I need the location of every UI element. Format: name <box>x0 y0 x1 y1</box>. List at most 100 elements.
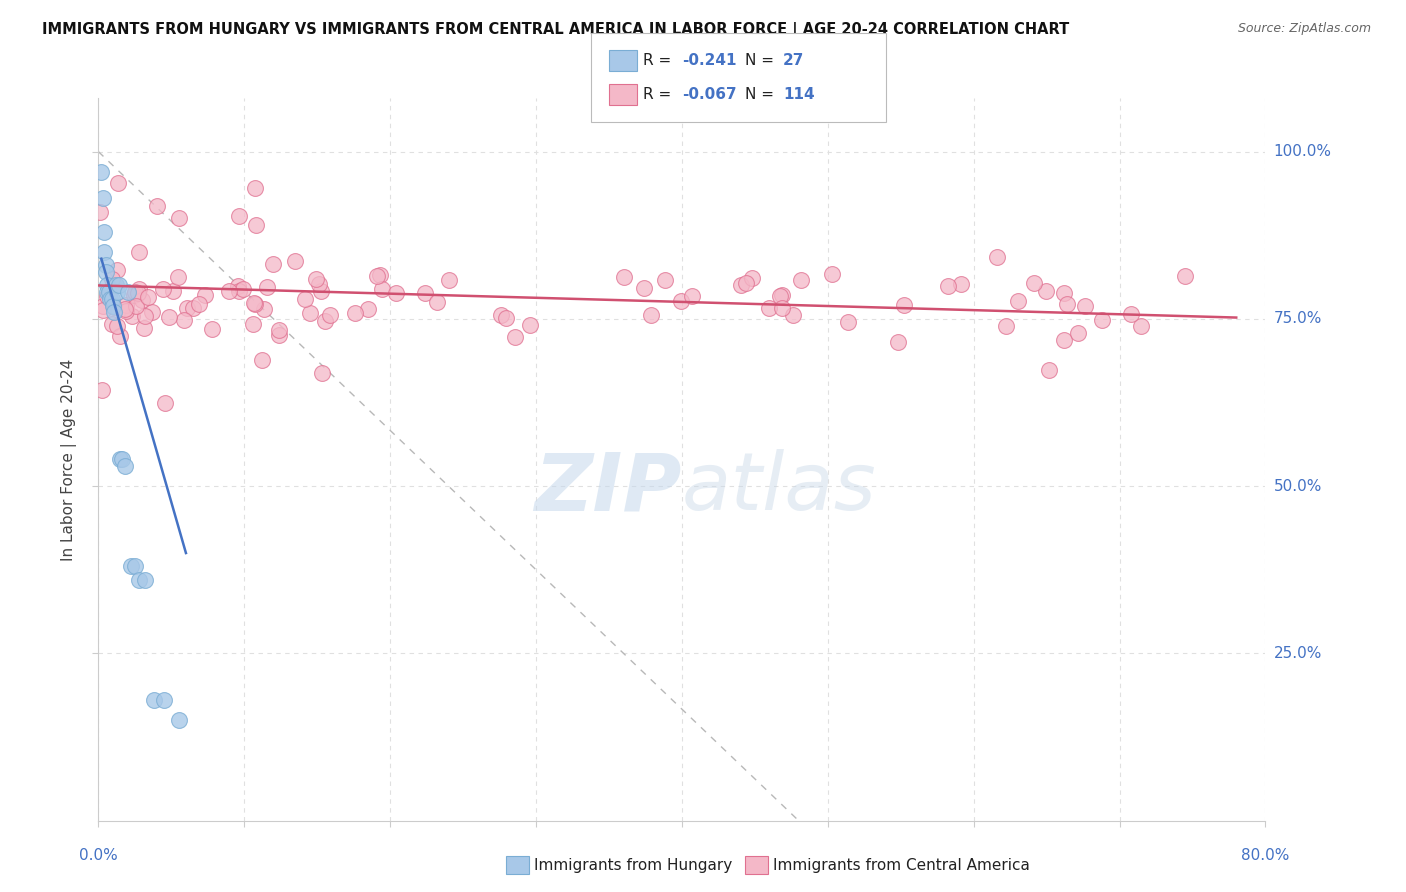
Text: 50.0%: 50.0% <box>1274 479 1322 493</box>
Point <box>242 295 264 310</box>
Point <box>128 282 150 296</box>
Point <box>995 318 1018 333</box>
Text: R =: R = <box>643 54 676 68</box>
Point <box>357 302 380 317</box>
Point <box>1129 319 1152 334</box>
Point <box>1174 268 1197 283</box>
Point <box>790 273 813 287</box>
Point <box>153 396 176 410</box>
Point <box>1074 299 1097 313</box>
Point <box>1091 313 1114 327</box>
Point <box>93 225 115 239</box>
Point <box>770 288 793 302</box>
Point <box>309 284 332 298</box>
Point <box>157 310 180 325</box>
Point <box>94 259 117 273</box>
Point <box>343 306 366 320</box>
Point <box>299 306 322 320</box>
Point <box>131 293 153 308</box>
Point <box>162 285 184 299</box>
Text: R =: R = <box>643 87 676 102</box>
Point <box>633 280 655 294</box>
Point <box>837 315 859 329</box>
Text: N =: N = <box>745 54 779 68</box>
Point <box>101 317 124 331</box>
Point <box>1035 284 1057 298</box>
Point <box>167 714 190 728</box>
Point <box>128 573 150 587</box>
Point <box>269 323 291 337</box>
Point <box>308 277 330 291</box>
Point <box>104 278 127 293</box>
Point <box>141 305 163 319</box>
Point <box>121 309 143 323</box>
Point <box>97 285 120 300</box>
Point <box>311 366 333 380</box>
Point <box>125 299 148 313</box>
Point <box>96 278 118 293</box>
Point <box>1007 293 1029 308</box>
Point <box>886 335 908 350</box>
Point <box>134 309 156 323</box>
Text: IMMIGRANTS FROM HUNGARY VS IMMIGRANTS FROM CENTRAL AMERICA IN LABOR FORCE | AGE : IMMIGRANTS FROM HUNGARY VS IMMIGRANTS FR… <box>42 22 1070 38</box>
Y-axis label: In Labor Force | Age 20-24: In Labor Force | Age 20-24 <box>60 359 77 560</box>
Point <box>437 273 460 287</box>
Point <box>519 318 541 333</box>
Point <box>245 218 267 232</box>
Point <box>1119 307 1142 321</box>
Point <box>146 199 169 213</box>
Text: atlas: atlas <box>682 450 877 527</box>
Point <box>128 244 150 259</box>
Point <box>1022 276 1045 290</box>
Text: 27: 27 <box>783 54 804 68</box>
Point <box>769 289 792 303</box>
Point <box>101 272 124 286</box>
Point <box>366 269 388 284</box>
Point <box>136 290 159 304</box>
Point <box>1056 297 1078 311</box>
Text: Source: ZipAtlas.com: Source: ZipAtlas.com <box>1237 22 1371 36</box>
Point <box>108 278 131 293</box>
Text: 114: 114 <box>783 87 814 102</box>
Point <box>91 192 114 206</box>
Point <box>117 285 139 300</box>
Text: 80.0%: 80.0% <box>1241 848 1289 863</box>
Point <box>1038 363 1060 377</box>
Point <box>669 294 692 309</box>
Text: 0.0%: 0.0% <box>79 848 118 863</box>
Point <box>103 305 125 319</box>
Point <box>153 693 176 707</box>
Point <box>91 303 114 318</box>
Point <box>228 209 250 223</box>
Point <box>267 327 290 342</box>
Point <box>167 269 190 284</box>
Point <box>176 301 198 316</box>
Point <box>242 317 264 331</box>
Point <box>371 282 394 296</box>
Point <box>228 279 250 293</box>
Point <box>782 308 804 322</box>
Point <box>127 286 149 301</box>
Point <box>256 280 278 294</box>
Point <box>986 251 1008 265</box>
Point <box>90 165 112 179</box>
Point <box>319 309 342 323</box>
Point <box>98 292 121 306</box>
Point <box>93 245 115 260</box>
Point <box>893 298 915 312</box>
Point <box>770 301 793 315</box>
Point <box>821 268 844 282</box>
Point <box>114 302 136 317</box>
Point <box>314 314 336 328</box>
Point <box>105 285 128 300</box>
Point <box>100 292 122 306</box>
Point <box>730 278 752 293</box>
Point <box>245 297 267 311</box>
Point <box>101 299 124 313</box>
Point <box>110 452 132 467</box>
Point <box>1067 326 1090 340</box>
Point <box>503 330 526 344</box>
Point <box>681 289 703 303</box>
Point <box>284 254 307 268</box>
Point <box>194 287 217 301</box>
